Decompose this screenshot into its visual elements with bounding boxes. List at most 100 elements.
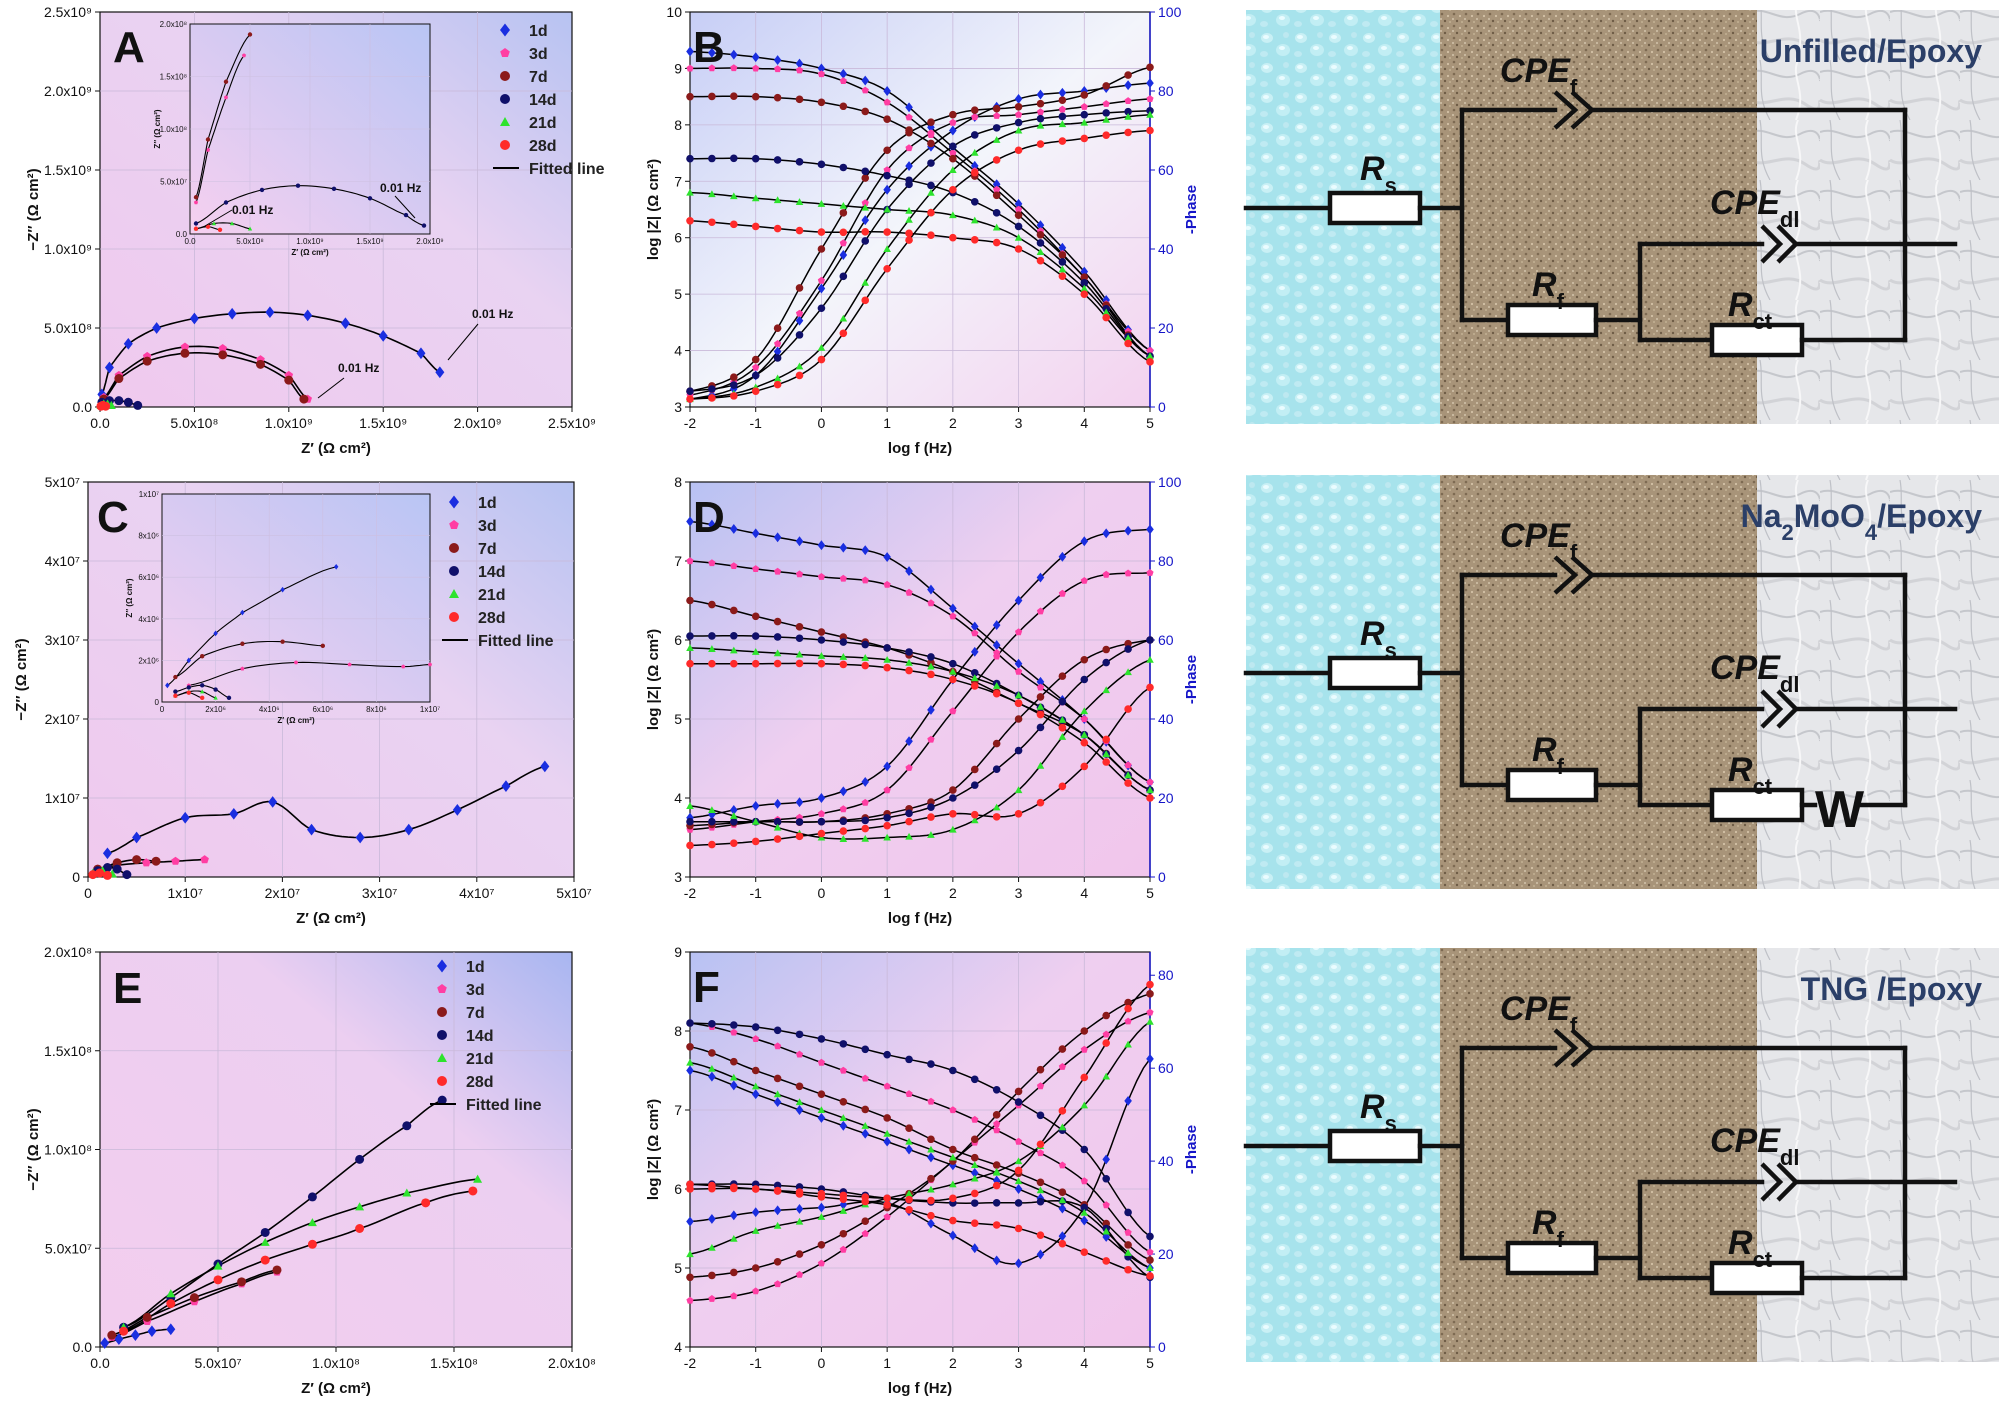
phase-point-D-21d	[1058, 733, 1067, 740]
phase-point-D-3d	[1015, 628, 1023, 636]
logZ-point-F-21d	[1102, 1227, 1110, 1235]
phase-point-D-28d	[1014, 810, 1023, 818]
phase-point-F-1d	[751, 1207, 760, 1218]
point-E-7d	[237, 1277, 247, 1287]
phase-point-D-1d	[1102, 528, 1110, 539]
logZ-point-B-21d	[1080, 284, 1089, 292]
x-tick-label-B: 5	[1146, 415, 1154, 431]
logZ-point-D-3d	[817, 573, 825, 580]
logZ-point-D-28d	[773, 659, 782, 668]
inset-point-1d	[280, 586, 285, 593]
logZ-point-F-14d	[992, 1086, 1001, 1094]
fit-line-E-21d	[123, 1178, 478, 1329]
phase-point-B-7d	[905, 128, 913, 137]
logZ-point-B-28d	[949, 233, 957, 242]
logZ-point-D-3d	[686, 557, 694, 565]
logZ-point-F-21d	[883, 1129, 891, 1137]
logZ-point-F-1d	[817, 1112, 826, 1123]
label-cpe-dl: CPEdl	[1710, 184, 1799, 232]
point-C-7d	[112, 858, 122, 868]
inset-point-7d	[193, 195, 199, 200]
logZ-point-F-1d	[751, 1089, 760, 1100]
logZ-point-D-14d	[730, 631, 738, 640]
logZ-point-F-14d	[795, 1030, 804, 1039]
phase-point-D-14d	[992, 765, 1001, 773]
point-C-1d	[452, 804, 462, 816]
phase-point-B-1d	[1036, 89, 1045, 100]
point-E-1d	[100, 1337, 110, 1349]
phase-point-B-3d	[1080, 103, 1088, 110]
logZ-point-B-14d	[686, 154, 694, 163]
logZ-point-F-1d	[861, 1128, 870, 1139]
logZ-point-F-3d	[993, 1126, 1001, 1134]
panel-label-E: E	[113, 964, 142, 1013]
legend-marker-7d	[449, 543, 459, 553]
phase-point-D-14d	[708, 817, 716, 826]
logZ-point-F-3d	[883, 1082, 891, 1090]
logZ-point-D-28d	[970, 682, 979, 690]
point-E-14d	[307, 1192, 317, 1202]
inset-point-14d	[403, 212, 409, 218]
logZ-point-F-1d	[795, 1105, 804, 1115]
logZ-point-F-1d	[883, 1136, 891, 1147]
cpe-dl-symbol	[1760, 224, 1784, 264]
logZ-point-D-28d	[949, 675, 957, 684]
point-A-1d	[104, 361, 114, 374]
phase-point-D-3d	[905, 764, 913, 771]
logZ-point-D-14d	[949, 659, 957, 668]
x-tick-label-E: 0.0	[90, 1355, 110, 1371]
logZ-point-D-21d	[1124, 771, 1132, 779]
y-tick-label-F: 6	[674, 1181, 682, 1197]
circuit-panel-1: Unfilled/Epoxy CPEf Rs CPEdl Rf Rct	[1243, 10, 1999, 424]
logZ-point-F-21d	[751, 1082, 760, 1090]
phase-point-B-1d	[905, 161, 913, 171]
logZ-point-F-1d	[992, 1175, 1001, 1186]
inset-point-21d	[211, 221, 217, 226]
legend-label-1d: 1d	[478, 495, 497, 512]
inset-x-axis-label: Z′ (Ω cm²)	[277, 716, 315, 725]
legend-label-14d: 14d	[478, 564, 506, 581]
phase-point-D-7d	[1036, 693, 1045, 701]
phase-point-B-1d	[773, 346, 782, 357]
logZ-point-B-7d	[817, 98, 826, 107]
y-axis-label-F: log |Z| (Ω cm²)	[645, 1099, 662, 1200]
x-axis-label-D: log f (Hz)	[888, 910, 952, 927]
logZ-point-D-28d	[686, 659, 694, 668]
phase-point-F-28d	[795, 1188, 804, 1196]
y-tick-label-C: 0	[72, 869, 80, 885]
logZ-point-B-28d	[1146, 358, 1154, 366]
phase-point-F-7d	[1014, 1087, 1023, 1096]
point-C-28d	[88, 870, 98, 880]
logZ-point-B-28d	[839, 228, 848, 237]
logZ-point-D-21d	[1036, 702, 1045, 710]
logZ-point-D-7d	[708, 600, 716, 609]
phase-point-B-3d	[1102, 100, 1110, 107]
phase-point-F-1d	[1146, 1053, 1154, 1064]
phase-point-B-7d	[817, 245, 826, 253]
logZ-point-B-21d	[949, 211, 957, 219]
phase-point-D-7d	[1014, 715, 1023, 723]
logZ-point-B-28d	[773, 224, 782, 233]
fit-phase-B-1d	[689, 82, 1151, 400]
phase-point-F-3d	[1058, 1063, 1066, 1070]
logZ-point-B-21d	[883, 205, 891, 213]
logZ-point-F-1d	[1102, 1232, 1110, 1242]
logZ-point-F-14d	[686, 1019, 694, 1027]
annotation-0.01hz: 0.01 Hz	[338, 361, 379, 375]
logZ-point-B-7d	[1014, 211, 1023, 219]
logZ-point-B-21d	[1014, 233, 1023, 241]
logZ-point-D-21d	[795, 650, 804, 658]
fit-line-A-3d	[103, 345, 309, 400]
y-tick-label-E: 0.0	[73, 1339, 93, 1355]
phase-point-F-3d	[708, 1295, 716, 1302]
logZ-point-F-1d	[708, 1071, 716, 1082]
logZ-point-B-21d	[1102, 308, 1110, 316]
legend-marker-3d	[449, 520, 459, 529]
logZ-point-D-14d	[773, 633, 782, 641]
phase-point-D-21d	[730, 812, 738, 819]
y-tick-label-B: 9	[674, 60, 682, 76]
fit-line-E-28d	[123, 1190, 474, 1332]
point-E-1d	[130, 1329, 140, 1341]
logZ-point-B-21d	[817, 200, 826, 207]
